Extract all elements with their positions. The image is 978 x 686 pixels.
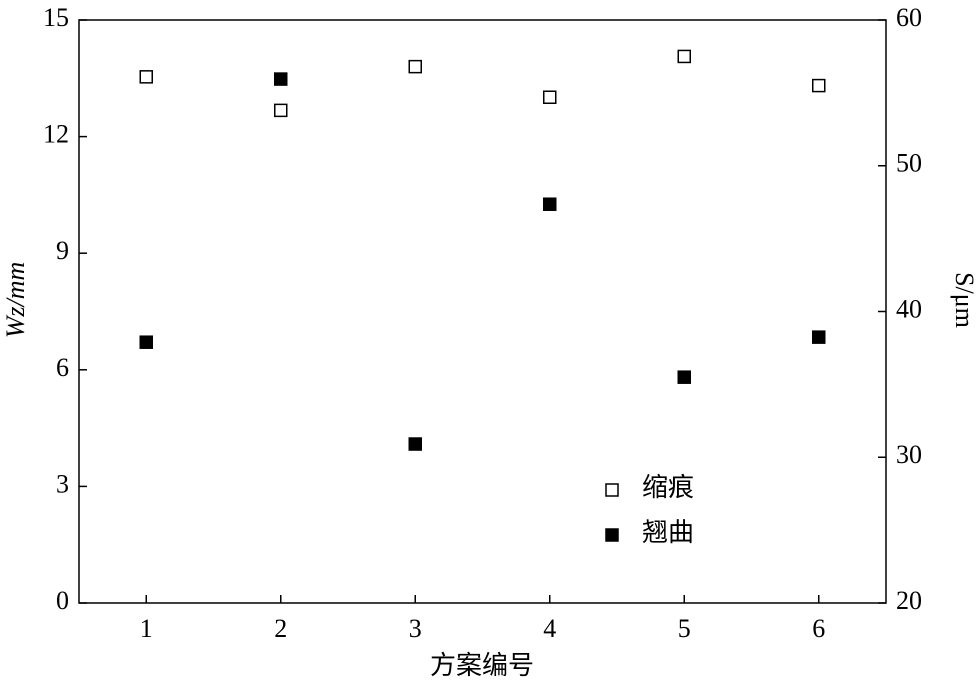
data-point (408, 59, 422, 74)
y-tick-label: 3 (56, 469, 69, 498)
legend-marker (605, 483, 619, 497)
data-point (812, 78, 826, 93)
data-point (274, 72, 288, 86)
y-tick-label: 12 (43, 120, 69, 149)
x-tick-label: 2 (274, 614, 287, 643)
data-point (274, 103, 288, 118)
y-tick-label: 9 (56, 236, 69, 265)
data-point (543, 197, 557, 211)
x-tick-label: 5 (678, 614, 691, 643)
legend-label: 翘曲 (642, 518, 694, 547)
data-point (677, 370, 691, 384)
x-axis-label: 方案编号 (430, 651, 534, 680)
y2-tick-label: 20 (896, 586, 922, 615)
y2-tick-label: 60 (896, 3, 922, 32)
data-point (677, 49, 691, 64)
y-tick-label: 15 (43, 3, 69, 32)
y2-tick-label: 50 (896, 149, 922, 178)
x-tick-label: 3 (409, 614, 422, 643)
y-tick-label: 6 (56, 353, 69, 382)
x-tick-label: 1 (140, 614, 153, 643)
y-tick-label: 0 (56, 586, 69, 615)
x-tick-label: 4 (543, 614, 556, 643)
y2-tick-label: 30 (896, 440, 922, 469)
x-tick-label: 6 (812, 614, 825, 643)
data-point (139, 335, 153, 349)
legend-marker (605, 528, 619, 542)
legend-label: 缩痕 (642, 473, 694, 502)
y-axis-label: Wz/mm (1, 262, 30, 339)
data-point (543, 90, 557, 104)
y2-tick-label: 40 (896, 294, 922, 323)
data-point (408, 437, 422, 451)
plot-frame (78, 19, 887, 604)
data-point (812, 330, 826, 344)
y2-axis-label: S/μm (950, 272, 978, 328)
data-point (139, 70, 153, 84)
